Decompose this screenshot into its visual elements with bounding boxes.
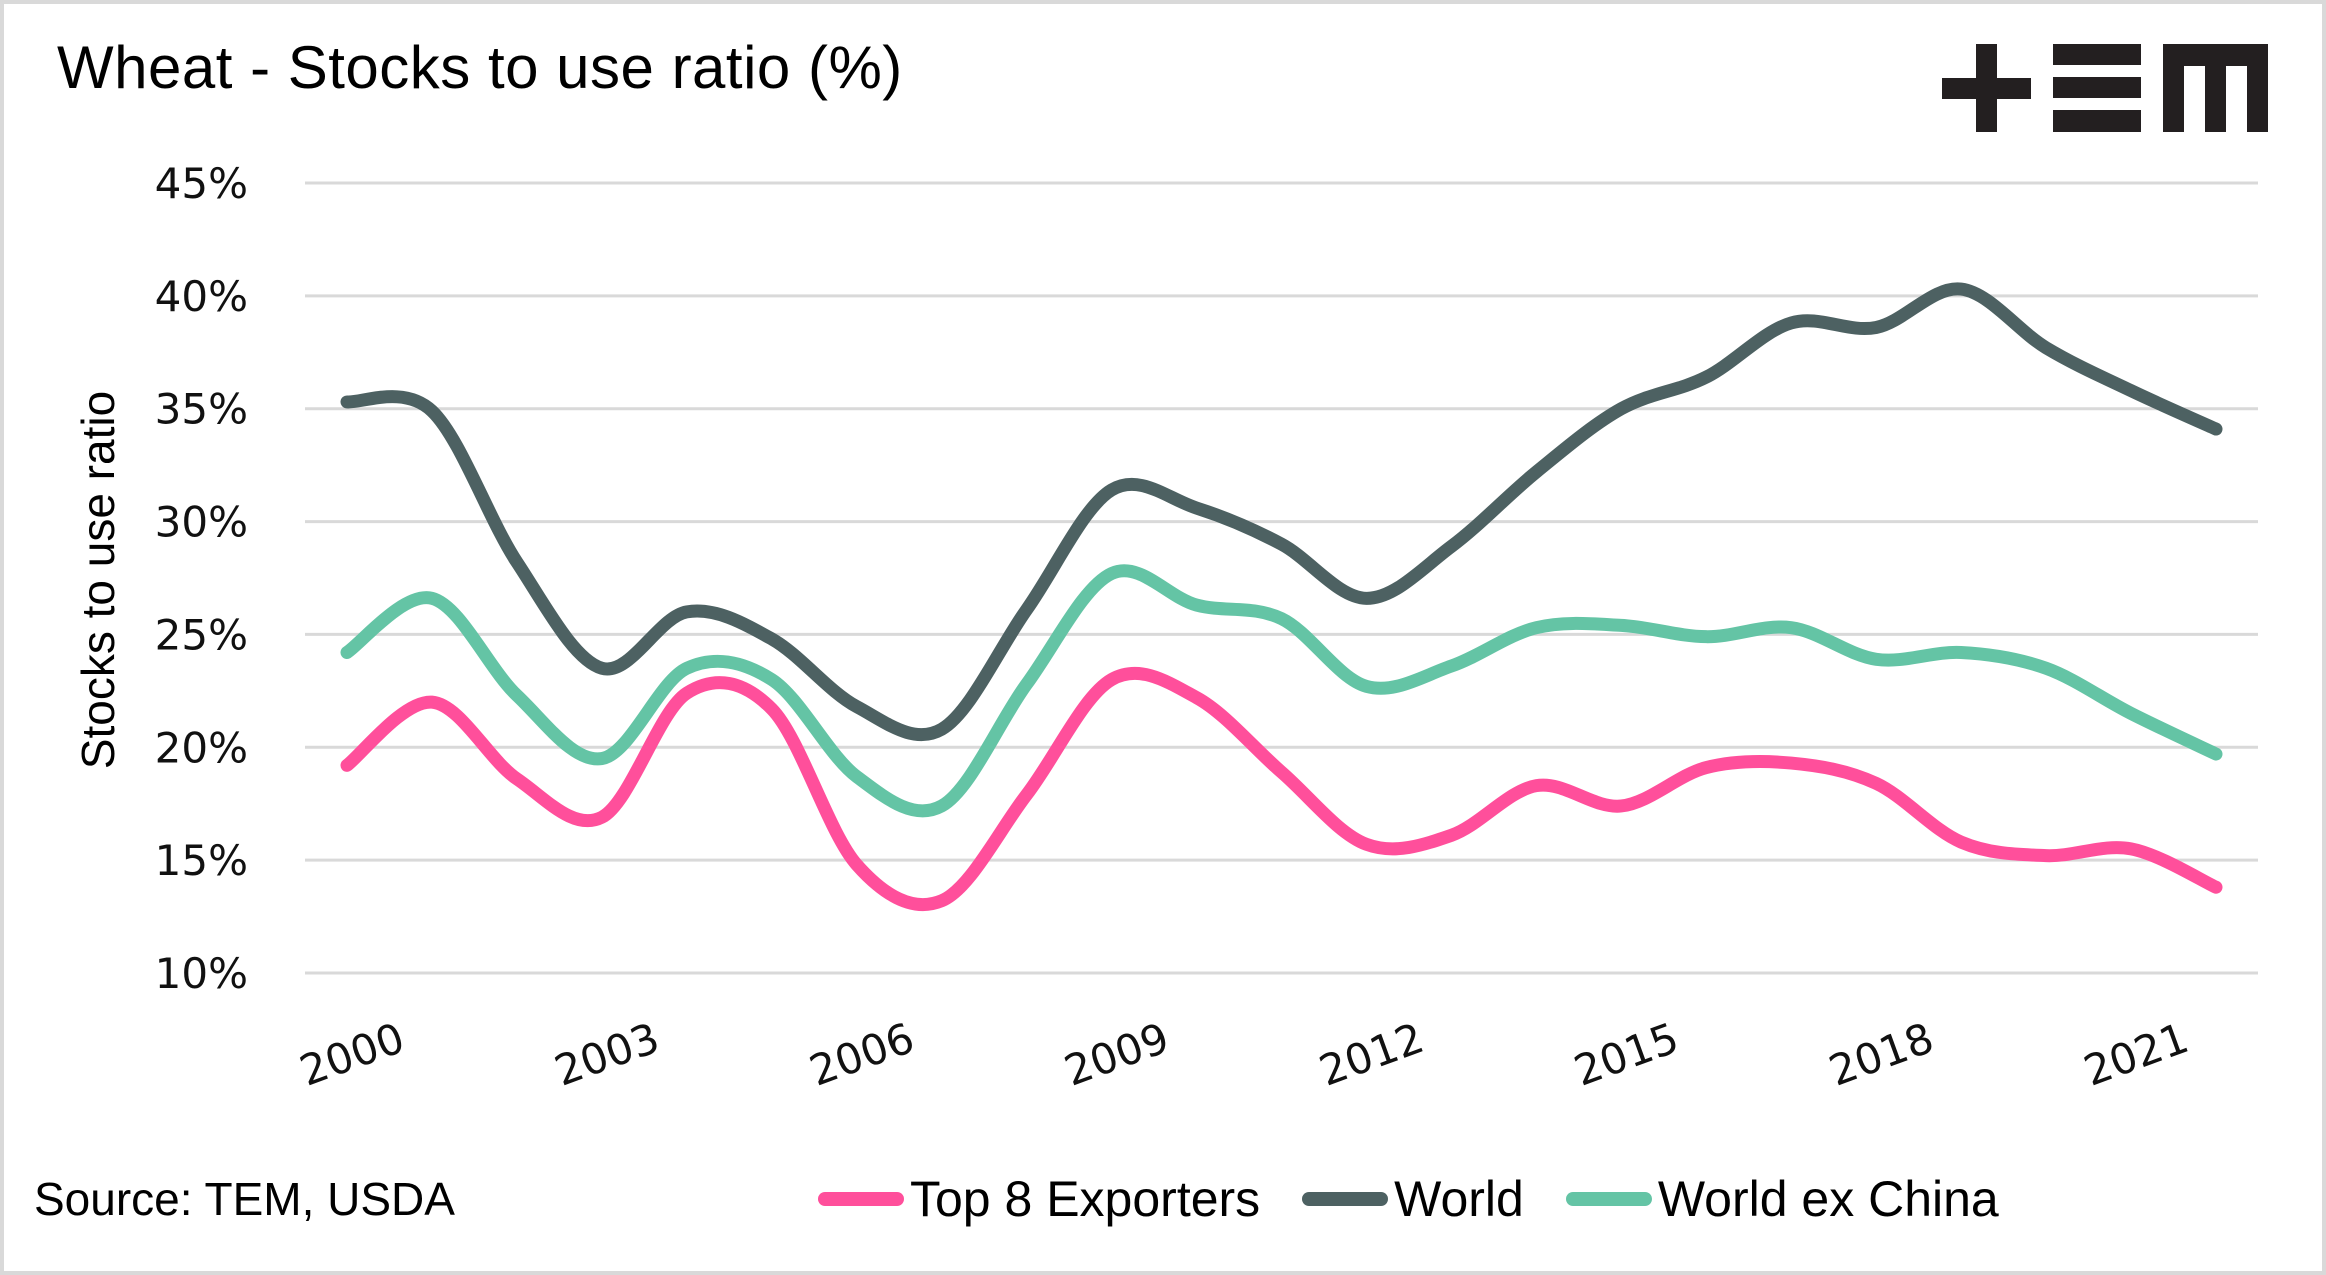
legend-label-world: World [1394,1171,1524,1227]
y-tick-label: 25% [155,610,248,659]
y-tick-label: 40% [155,272,248,321]
y-tick-label: 15% [155,836,248,885]
y-tick-label: 10% [155,949,248,998]
tem-logo-icon [1942,44,2268,132]
source-note: Source: TEM, USDA [34,1173,455,1225]
x-tick-labels: 2000 2003 2006 2009 2012 2015 2018 2021 [293,1013,2194,1096]
legend-label-world-ex-china: World ex China [1657,1171,1999,1227]
series-lines [340,282,2223,911]
legend-item-top8: Top 8 Exporters [818,1170,1260,1228]
x-tick-label: 2003 [548,1013,665,1096]
logo-plus-vertical [1976,44,1997,132]
legend: Top 8 Exporters World World ex China [818,1170,2041,1228]
series-line-world [340,282,2223,742]
y-tick-labels: 10% 15% 20% 25% 30% 35% 40% 45% [155,159,248,998]
legend-item-world-ex-china: World ex China [1565,1170,1999,1228]
y-tick-label: 30% [155,498,248,547]
x-tick-label: 2009 [1058,1013,1175,1096]
legend-label-top8: Top 8 Exporters [910,1171,1261,1227]
y-tick-label: 20% [155,723,248,772]
x-tick-label: 2015 [1568,1013,1685,1096]
logo-e-bar-bottom [2053,110,2141,132]
gridlines [305,181,2258,975]
legend-item-world: World [1302,1170,1524,1228]
series-line-top-8-exporters [340,666,2223,911]
legend-swatch-world [1302,1192,1389,1206]
y-tick-label: 35% [155,385,248,434]
x-tick-label: 2018 [1823,1013,1940,1096]
legend-swatch-top8 [818,1192,904,1206]
x-tick-label: 2006 [803,1013,920,1096]
x-tick-label: 2000 [293,1013,410,1096]
logo-e-bar-top [2053,44,2141,65]
x-tick-label: 2021 [2077,1013,2194,1096]
series-line-world-ex-china [340,564,2223,818]
y-tick-label: 45% [155,159,248,208]
chart-title: Wheat - Stocks to use ratio (%) [57,34,903,101]
x-tick-label: 2012 [1313,1013,1430,1096]
legend-swatch-world-ex-china [1565,1192,1652,1206]
logo-e-bar-middle [2053,77,2141,98]
logo-m [2163,44,2268,132]
